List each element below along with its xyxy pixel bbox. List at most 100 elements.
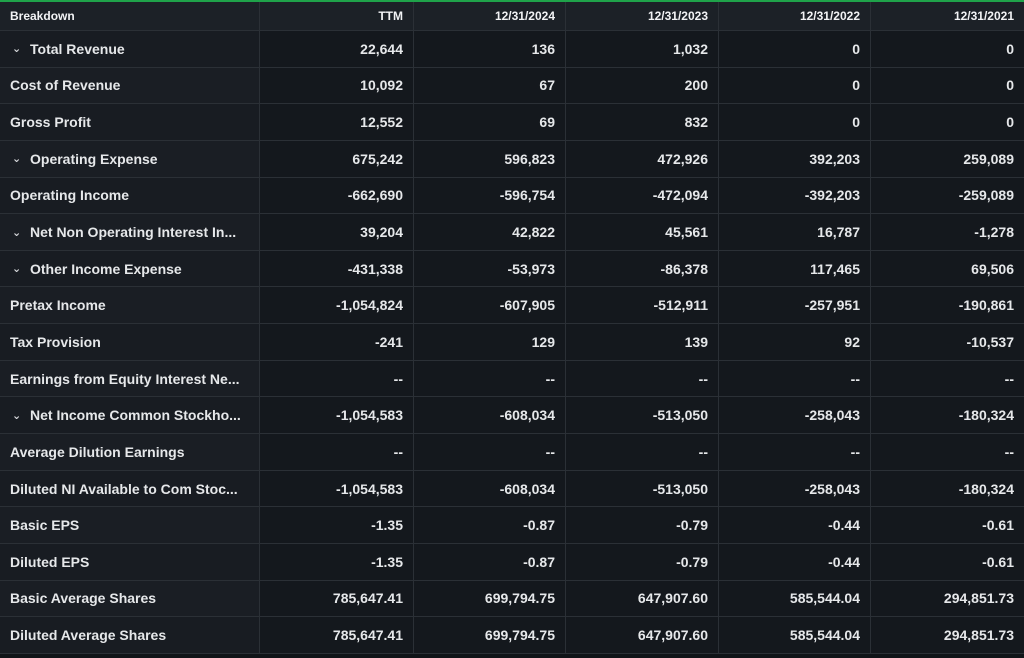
table-cell: 699,794.75 [414, 617, 566, 654]
row-label: Total Revenue [30, 40, 125, 57]
chevron-down-icon[interactable]: ⌄ [12, 153, 22, 166]
table-cell: 22,644 [260, 31, 414, 68]
table-cell: 12,552 [260, 104, 414, 141]
table-cell: 585,544.04 [719, 617, 871, 654]
row-label-cell: Diluted NI Available to Com Stoc... [0, 470, 260, 508]
table-cell: 259,089 [871, 140, 1024, 178]
row-label-cell: Diluted Average Shares [0, 617, 260, 654]
row-label: Diluted EPS [10, 553, 90, 570]
row-label-cell: Average Dilution Earnings [0, 434, 260, 471]
table-cell: 832 [566, 104, 719, 141]
table-cell: 69,506 [871, 250, 1024, 288]
table-cell: -1.35 [260, 507, 414, 544]
table-cell: 39,204 [260, 214, 414, 251]
header-2022[interactable]: 12/31/2022 [719, 2, 871, 31]
table-cell: -596,754 [414, 177, 566, 215]
row-label-cell[interactable]: ⌄ Net Non Operating Interest In... [0, 214, 260, 251]
table-cell: -662,690 [260, 177, 414, 215]
row-label-cell: Cost of Revenue [0, 67, 260, 105]
table-cell: 69 [414, 104, 566, 141]
chevron-down-icon[interactable]: ⌄ [12, 226, 22, 239]
table-cell: 42,822 [414, 214, 566, 251]
table-cell: 67 [414, 67, 566, 105]
table-cell: -10,537 [871, 324, 1024, 361]
table-cell: 0 [871, 67, 1024, 105]
table-cell: -259,089 [871, 177, 1024, 215]
table-cell: 647,907.60 [566, 580, 719, 618]
header-ttm[interactable]: TTM [260, 2, 414, 31]
table-cell: -86,378 [566, 250, 719, 288]
row-label-cell[interactable]: ⌄ Operating Expense [0, 140, 260, 178]
table-cell: -608,034 [414, 470, 566, 508]
table-cell: 785,647.41 [260, 580, 414, 618]
table-cell: 294,851.73 [871, 580, 1024, 618]
row-label-cell: Diluted EPS [0, 543, 260, 581]
chevron-down-icon[interactable]: ⌄ [12, 263, 22, 276]
table-cell: -190,861 [871, 287, 1024, 325]
table-cell: 136 [414, 31, 566, 68]
row-label: Diluted NI Available to Com Stoc... [10, 480, 238, 497]
chevron-down-icon[interactable]: ⌄ [12, 43, 22, 56]
table-cell: 585,544.04 [719, 580, 871, 618]
table-cell: 92 [719, 324, 871, 361]
table-cell: 0 [719, 31, 871, 68]
table-cell: 294,851.73 [871, 617, 1024, 654]
row-label-cell: Pretax Income [0, 287, 260, 325]
table-cell: -392,203 [719, 177, 871, 215]
row-label: Operating Income [10, 187, 130, 204]
row-label-cell: Tax Provision [0, 324, 260, 361]
table-cell: 699,794.75 [414, 580, 566, 618]
row-label: Diluted Average Shares [10, 627, 167, 644]
table-cell: -0.79 [566, 507, 719, 544]
row-label: Basic EPS [10, 517, 80, 534]
header-breakdown[interactable]: Breakdown [0, 2, 260, 31]
row-label: Average Dilution Earnings [10, 443, 185, 460]
accent-line [0, 0, 1024, 2]
header-2021[interactable]: 12/31/2021 [871, 2, 1024, 31]
table-cell: 392,203 [719, 140, 871, 178]
table-cell: -- [566, 360, 719, 398]
row-label-cell: Operating Income [0, 177, 260, 215]
table-cell: -0.87 [414, 507, 566, 544]
table-cell: -241 [260, 324, 414, 361]
table-cell: -1.35 [260, 543, 414, 581]
header-2024[interactable]: 12/31/2024 [414, 2, 566, 31]
table-cell: -53,973 [414, 250, 566, 288]
table-cell: -- [719, 360, 871, 398]
table-cell: 0 [871, 104, 1024, 141]
table-cell: -1,054,583 [260, 470, 414, 508]
table-cell: 1,032 [566, 31, 719, 68]
table-cell: -- [414, 360, 566, 398]
table-cell: -1,054,824 [260, 287, 414, 325]
row-label-cell[interactable]: ⌄ Net Income Common Stockho... [0, 397, 260, 435]
table-cell: 0 [719, 104, 871, 141]
table-cell: 472,926 [566, 140, 719, 178]
row-label-cell[interactable]: ⌄ Total Revenue [0, 31, 260, 68]
table-cell: -0.87 [414, 543, 566, 581]
table-cell: 139 [566, 324, 719, 361]
table-cell: -- [719, 434, 871, 471]
chevron-down-icon[interactable]: ⌄ [12, 409, 22, 422]
row-label: Operating Expense [30, 150, 158, 167]
row-label: Other Income Expense [30, 260, 182, 277]
table-cell: 129 [414, 324, 566, 361]
row-label: Tax Provision [10, 333, 101, 350]
table-cell: 0 [719, 67, 871, 105]
row-label: Earnings from Equity Interest Ne... [10, 370, 240, 387]
table-cell: -607,905 [414, 287, 566, 325]
row-label-cell: Basic EPS [0, 507, 260, 544]
table-cell: 10,092 [260, 67, 414, 105]
row-label-cell: Basic Average Shares [0, 580, 260, 618]
row-label-cell[interactable]: ⌄ Other Income Expense [0, 250, 260, 288]
table-cell: -0.44 [719, 543, 871, 581]
table-cell: -257,951 [719, 287, 871, 325]
table-cell: 16,787 [719, 214, 871, 251]
table-cell: -0.44 [719, 507, 871, 544]
table-cell: -1,278 [871, 214, 1024, 251]
table-cell: -- [260, 434, 414, 471]
row-label: Net Income Common Stockho... [30, 407, 241, 424]
header-2023[interactable]: 12/31/2023 [566, 2, 719, 31]
table-cell: -- [871, 360, 1024, 398]
row-label: Cost of Revenue [10, 77, 121, 94]
